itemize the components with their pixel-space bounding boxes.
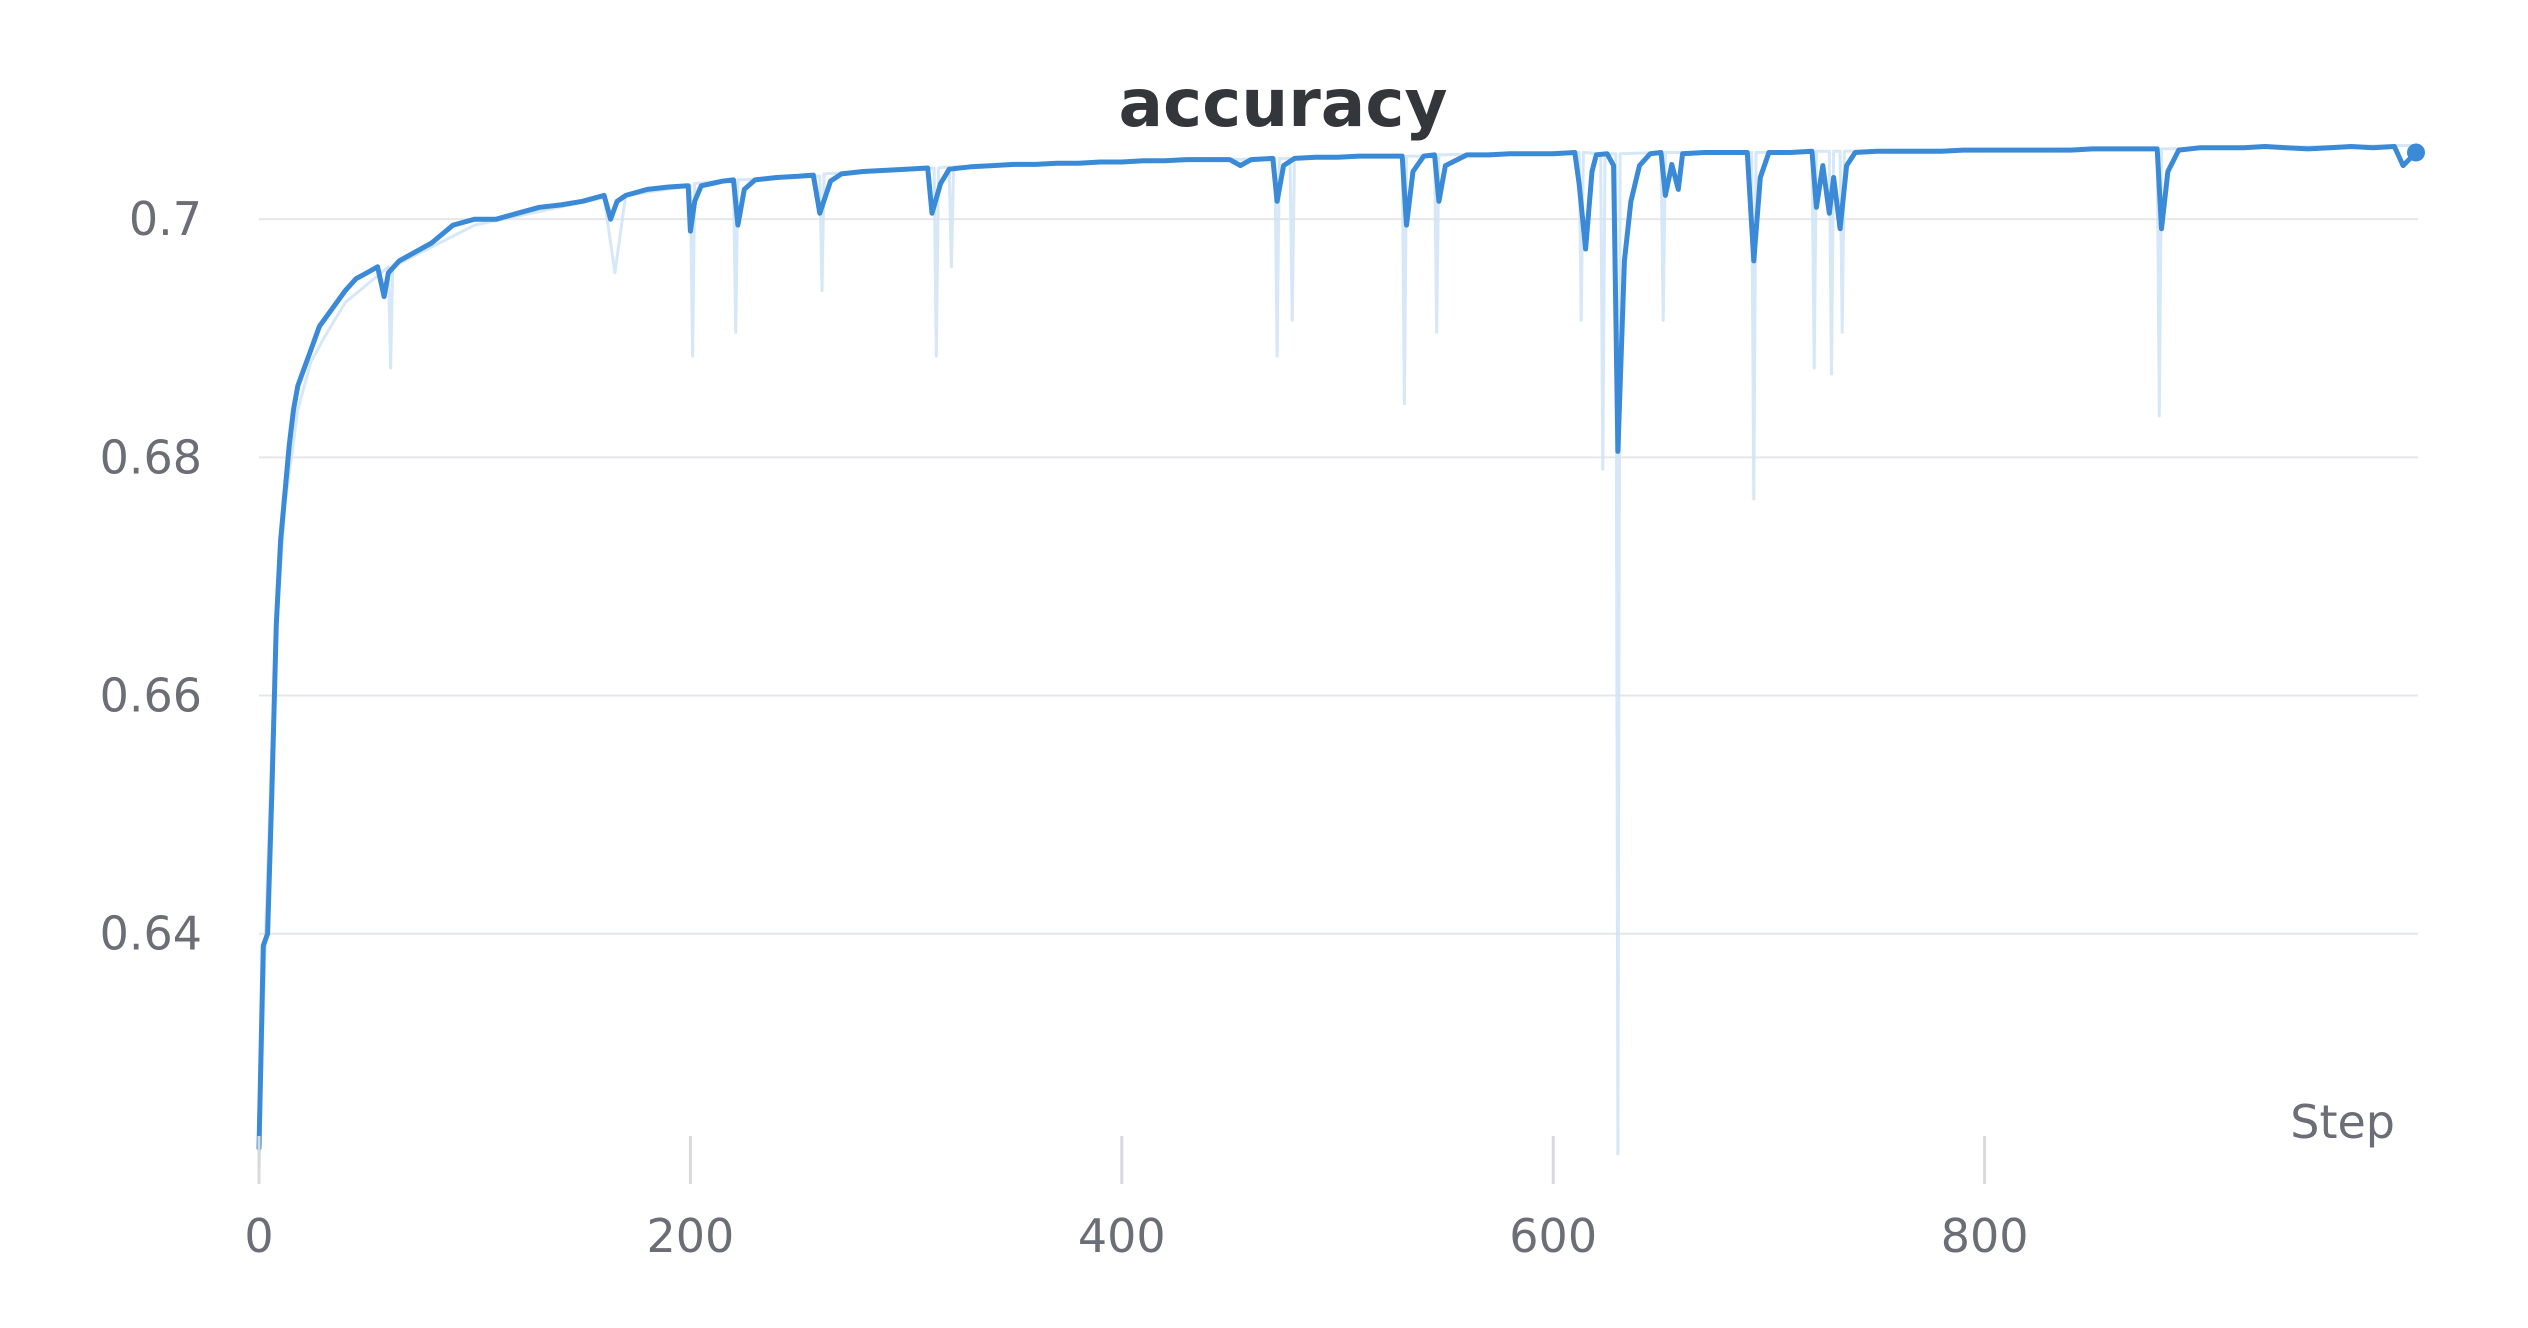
chart-title: accuracy: [1118, 65, 1447, 142]
x-axis-label: Step: [2290, 1095, 2395, 1149]
y-tick-label: 0.7: [129, 192, 202, 246]
x-tick-label: 0: [244, 1209, 273, 1263]
y-tick-label: 0.64: [100, 907, 202, 961]
raw-accuracy-line: [257, 143, 2417, 1172]
x-tick-label: 400: [1078, 1209, 1166, 1263]
gridlines: [259, 218, 2418, 935]
y-tick-label: 0.66: [100, 669, 202, 723]
y-axis-ticks: 0.64 0.66 0.68 0.7: [100, 192, 202, 961]
x-axis-ticks: 0 200 400 600 800: [244, 1136, 2029, 1263]
last-point-marker: [2407, 143, 2425, 162]
smoothed-series-layer: [256, 143, 2425, 1151]
x-tick-label: 200: [646, 1209, 734, 1263]
raw-series-layer: [257, 143, 2417, 1172]
x-tick-label: 600: [1509, 1209, 1597, 1263]
smoothed-accuracy-line: [256, 144, 2419, 1151]
y-tick-label: 0.68: [100, 430, 202, 484]
x-tick-label: 800: [1941, 1209, 2029, 1263]
